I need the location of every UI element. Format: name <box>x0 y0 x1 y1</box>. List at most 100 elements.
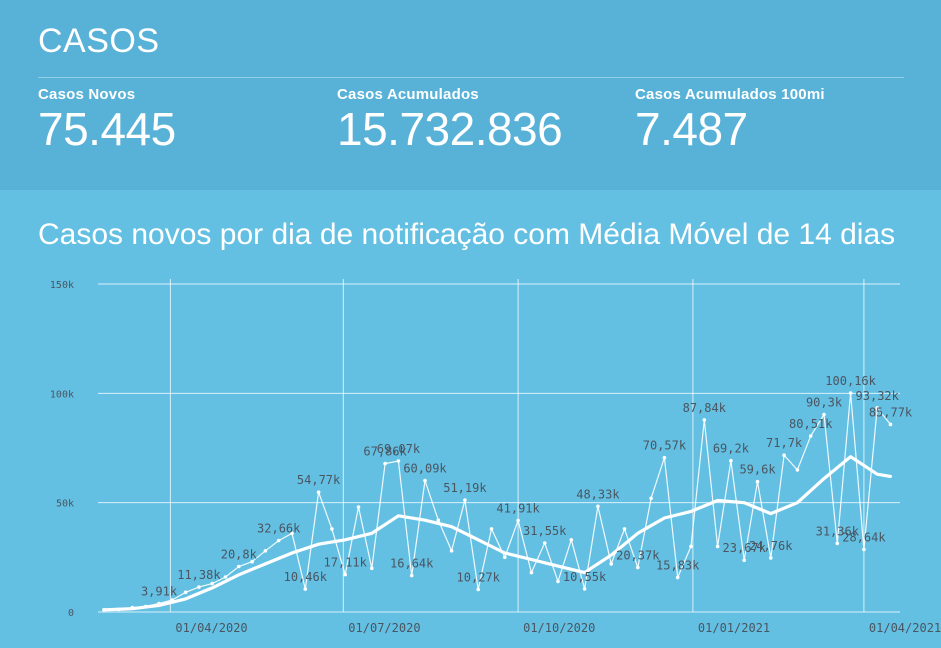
data-label: 85,77k <box>869 405 913 419</box>
x-tick-label: 01/04/2020 <box>175 621 247 635</box>
data-label: 71,7k <box>766 436 803 450</box>
daily-point <box>835 541 840 546</box>
data-label: 31,36k <box>816 524 860 538</box>
data-label: 31,55k <box>523 524 567 538</box>
data-label: 28,64k <box>842 530 886 544</box>
daily-point <box>636 565 640 570</box>
kpi-value: 15.732.836 <box>337 103 563 155</box>
daily-point <box>596 504 600 509</box>
daily-point <box>675 575 680 580</box>
daily-point <box>689 544 693 549</box>
panel-divider <box>38 77 904 78</box>
daily-point <box>330 527 334 531</box>
daily-cases-line <box>103 392 891 611</box>
data-label: 69,07k <box>377 442 421 456</box>
daily-point <box>769 556 773 560</box>
daily-point <box>476 587 481 592</box>
daily-point <box>223 575 228 579</box>
daily-point <box>436 518 441 522</box>
data-label: 16,64k <box>390 557 434 571</box>
data-label: 87,84k <box>683 401 727 415</box>
daily-point <box>622 527 627 531</box>
kpi-label: Casos Novos <box>38 86 136 103</box>
data-label: 67,86k <box>363 445 407 459</box>
daily-point <box>197 585 201 589</box>
daily-point <box>729 458 733 463</box>
panel-title: CASOS <box>38 22 160 60</box>
daily-point <box>316 490 321 494</box>
daily-point <box>556 579 560 584</box>
data-label: 70,57k <box>643 439 687 453</box>
data-label: 23,67k <box>723 541 767 555</box>
kpi-value: 7.487 <box>635 103 748 155</box>
daily-point <box>715 544 720 549</box>
daily-point <box>529 570 534 575</box>
data-label: 93,32k <box>856 389 900 403</box>
daily-point <box>649 496 653 501</box>
x-tick-label: 01/04/2021 <box>869 621 941 635</box>
data-label: 10,46k <box>284 570 328 584</box>
data-label: 32,66k <box>257 522 301 536</box>
data-label: 3,91k <box>141 584 178 598</box>
daily-point <box>862 547 866 552</box>
daily-point <box>742 558 746 562</box>
daily-point <box>303 587 308 591</box>
daily-point <box>183 590 188 595</box>
daily-point <box>409 573 414 578</box>
data-label: 90,3k <box>806 396 843 410</box>
y-tick-label: 0 <box>68 608 74 619</box>
data-label: 20,37k <box>616 548 660 562</box>
daily-point <box>423 478 427 483</box>
daily-point <box>542 541 547 545</box>
daily-point <box>370 566 374 571</box>
daily-point <box>290 531 294 536</box>
daily-point <box>276 538 281 543</box>
moving-average-line <box>102 455 893 612</box>
daily-point <box>795 468 800 472</box>
daily-point <box>702 418 707 422</box>
kpi-casos-acumulados-100mi: Casos Acumulados 100mi 7.487 <box>635 86 825 153</box>
daily-point <box>383 461 387 466</box>
kpi-label: Casos Acumulados 100mi <box>635 86 825 103</box>
kpi-label: Casos Acumulados <box>337 86 479 103</box>
x-tick-label: 01/01/2021 <box>698 621 770 635</box>
data-label: 24,76k <box>749 539 793 553</box>
cases-line-chart: 0 50k 100k 150k 01/04/2020 01/07/2020 01/10/20… <box>50 279 941 635</box>
data-label: 100,16k <box>825 374 876 388</box>
daily-point <box>250 559 254 564</box>
data-label: 69,2k <box>713 442 750 456</box>
data-label: 15,83k <box>656 558 700 572</box>
daily-point <box>848 391 853 395</box>
data-label: 20,8k <box>221 548 258 562</box>
daily-point <box>356 505 361 509</box>
x-tick-label: 01/07/2020 <box>348 621 420 635</box>
y-tick-label: 100k <box>50 389 74 400</box>
kpi-value: 75.445 <box>38 103 176 155</box>
data-label: 10,27k <box>457 571 501 585</box>
data-label: 48,33k <box>576 487 620 501</box>
data-label: 41,91k <box>496 501 540 515</box>
daily-point <box>503 555 507 560</box>
daily-point <box>263 549 268 553</box>
daily-point <box>396 459 401 463</box>
daily-point <box>755 479 760 484</box>
y-tick-label: 50k <box>56 499 74 510</box>
daily-point <box>237 564 241 569</box>
kpi-casos-acumulados: Casos Acumulados 15.732.836 <box>337 86 563 155</box>
daily-point <box>609 562 613 566</box>
kpi-casos-novos: Casos Novos 75.445 <box>38 86 176 153</box>
daily-point <box>875 406 879 410</box>
data-label: 60,09k <box>403 462 447 476</box>
daily-point <box>582 587 587 591</box>
data-label: 11,38k <box>177 568 221 582</box>
data-label: 10,55k <box>563 570 607 584</box>
daily-point <box>463 498 467 502</box>
daily-point <box>516 518 520 523</box>
data-label: 59,6k <box>739 463 776 477</box>
data-label: 17,11k <box>324 556 368 570</box>
y-tick-label: 150k <box>50 280 74 291</box>
daily-point <box>662 455 667 460</box>
daily-point <box>343 572 348 577</box>
x-tick-label: 01/10/2020 <box>523 621 595 635</box>
data-label: 80,51k <box>789 417 833 431</box>
